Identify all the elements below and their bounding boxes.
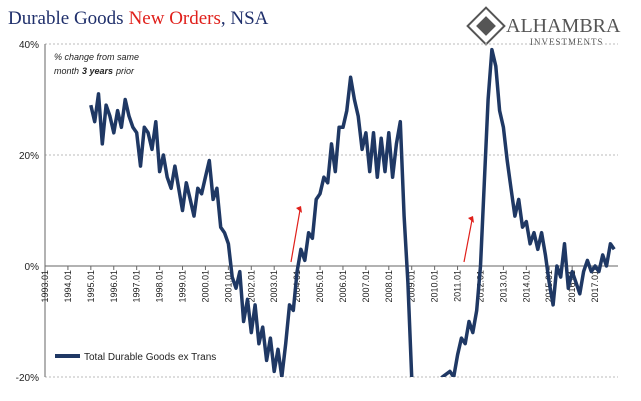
title-part: New Orders <box>129 8 221 29</box>
y-tick-label: 0% <box>25 262 40 273</box>
annotation: month 3 years prior <box>54 66 135 76</box>
x-tick-label: 2003.01 <box>269 270 279 303</box>
x-tick-label: 2010.01 <box>430 270 440 303</box>
x-tick-label: 2008.01 <box>384 270 394 303</box>
arrow-head <box>468 216 474 223</box>
annotation-part: prior <box>115 66 135 76</box>
x-tick-label: 1997.01 <box>132 270 142 303</box>
annotation-part: 3 years <box>82 66 113 76</box>
x-tick-label: 2005.01 <box>315 270 325 303</box>
x-tick-label: 2009.01 <box>407 270 417 303</box>
line-series <box>89 47 616 377</box>
annotation-part: % change from same <box>54 52 139 62</box>
x-tick-label: 2001.01 <box>223 270 233 303</box>
arrow <box>463 219 473 263</box>
x-tick-label: 1996.01 <box>109 270 119 303</box>
arrow <box>290 209 301 263</box>
annotation-part: month <box>54 66 79 76</box>
x-tick-label: 2014.01 <box>521 270 531 303</box>
title-part: Durable Goods <box>8 8 124 29</box>
x-tick-label: 1999.01 <box>178 270 188 303</box>
x-tick-label: 2011.01 <box>453 270 463 302</box>
x-tick-label: 1993.01 <box>40 270 50 303</box>
y-tick-label: -20% <box>16 373 39 384</box>
annotation: % change from same <box>54 52 139 62</box>
title-part: , NSA <box>221 8 269 29</box>
y-tick-label: 20% <box>19 151 39 162</box>
legend-label: Total Durable Goods ex Trans <box>84 352 216 363</box>
y-tick-label: 40% <box>19 40 39 51</box>
logo <box>466 6 506 46</box>
x-tick-label: 2016.01 <box>567 270 577 303</box>
chart-title: Durable Goods New Orders, NSA <box>8 8 269 29</box>
x-tick-label: 2013.01 <box>498 270 508 303</box>
x-tick-label: 2000.01 <box>200 270 210 303</box>
x-tick-label: 1994.01 <box>63 270 73 303</box>
brand-sub: INVESTMENTS <box>530 37 604 47</box>
brand-name: ALHAMBRA <box>506 15 621 37</box>
x-tick-label: 1995.01 <box>86 270 96 303</box>
x-tick-label: 1998.01 <box>155 270 165 303</box>
x-tick-label: 2017.01 <box>590 270 600 303</box>
x-tick-label: 2007.01 <box>361 270 371 303</box>
x-tick-label: 2002.01 <box>246 270 256 303</box>
x-tick-label: 2006.01 <box>338 270 348 303</box>
arrow-head <box>296 206 302 213</box>
